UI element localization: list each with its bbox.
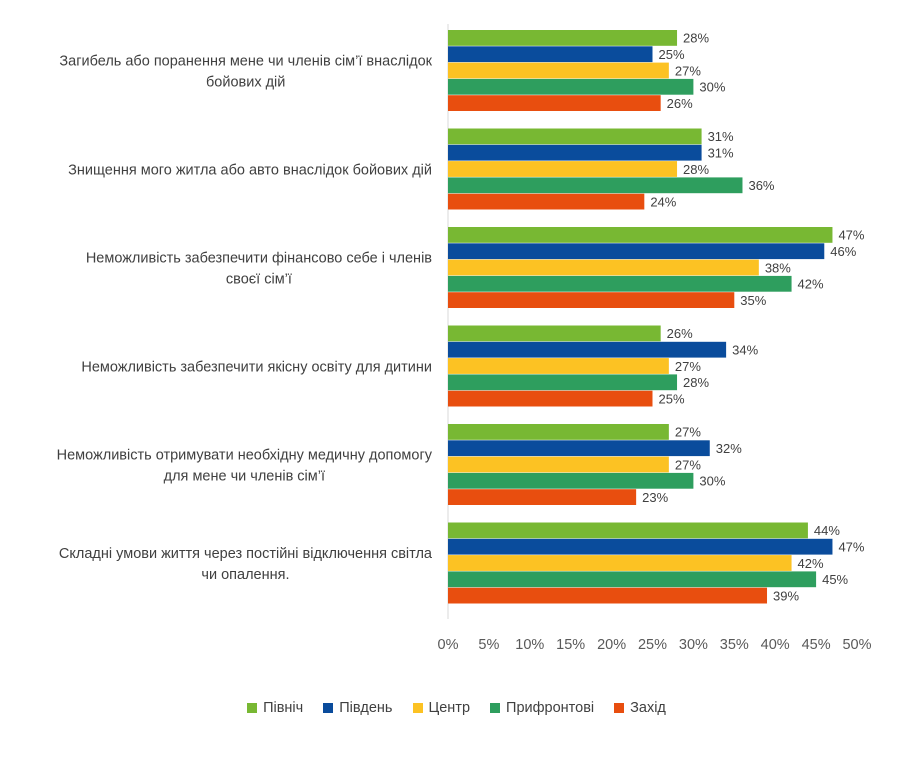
category-label: бойових дій — [206, 74, 285, 90]
category-label: Складні умови життя через постійні відкл… — [59, 546, 433, 562]
bar-chart: Загибель або поранення мене чи членів сі… — [57, 24, 872, 653]
x-tick-label: 20% — [597, 637, 626, 653]
legend-label: Північ — [263, 700, 304, 716]
bar — [448, 374, 678, 391]
bar — [448, 587, 768, 604]
legend-swatch — [490, 703, 501, 713]
legend-label: Захід — [630, 700, 666, 716]
data-label: 46% — [830, 244, 856, 259]
data-label: 30% — [699, 474, 725, 489]
data-label: 34% — [732, 342, 758, 357]
bar — [448, 489, 637, 505]
legend-item: Захід — [614, 700, 666, 716]
bar — [448, 292, 735, 308]
category-label: Знищення мого житла або авто внаслідок б… — [68, 162, 432, 178]
data-label: 47% — [838, 228, 864, 243]
category-label: Неможливість отримувати необхідну медичн… — [57, 447, 433, 463]
category-label: чи опалення. — [201, 567, 289, 583]
data-label: 26% — [667, 96, 693, 111]
category-label: своєї сім’ї — [226, 271, 292, 287]
data-label: 39% — [773, 588, 799, 603]
data-label: 24% — [650, 194, 676, 209]
data-label: 38% — [765, 260, 791, 275]
data-label: 23% — [642, 490, 668, 505]
bar — [448, 161, 678, 177]
bar — [448, 440, 710, 457]
data-label: 28% — [683, 162, 709, 177]
legend-item: Центр — [412, 700, 471, 716]
data-label: 26% — [667, 326, 693, 341]
data-label: 30% — [699, 80, 725, 95]
data-label: 35% — [740, 293, 766, 308]
bar — [448, 358, 669, 374]
bar — [448, 555, 792, 571]
data-label: 28% — [683, 31, 709, 46]
x-tick-label: 30% — [679, 637, 708, 653]
bar — [448, 30, 678, 46]
data-label: 36% — [748, 178, 774, 193]
bar — [448, 259, 759, 276]
data-label: 31% — [708, 145, 734, 160]
legend-item: Північ — [247, 700, 303, 716]
bar — [448, 78, 694, 95]
bar — [448, 522, 808, 539]
x-tick-label: 40% — [761, 637, 790, 653]
bar — [448, 341, 727, 358]
data-label: 25% — [659, 391, 685, 406]
data-label: 32% — [716, 441, 742, 456]
legend-label: Прифронтові — [506, 700, 595, 716]
legend-item: Південь — [323, 700, 393, 716]
bar — [448, 275, 792, 292]
data-label: 27% — [675, 425, 701, 440]
data-label: 27% — [675, 457, 701, 472]
bar — [448, 128, 702, 145]
bar — [448, 95, 661, 111]
bar — [448, 62, 669, 79]
bar — [448, 472, 694, 489]
legend-label: Південь — [339, 700, 393, 716]
x-tick-label: 10% — [515, 637, 544, 653]
bar — [448, 424, 669, 440]
x-tick-label: 50% — [842, 637, 871, 653]
data-label: 42% — [798, 277, 824, 292]
bar — [448, 538, 833, 555]
bar — [448, 325, 661, 342]
bar — [448, 177, 743, 194]
category-label: Неможливість забезпечити якісну освіту д… — [81, 359, 432, 375]
bar — [448, 144, 702, 161]
data-label: 45% — [822, 572, 848, 587]
bar — [448, 571, 817, 588]
legend-swatch — [247, 703, 258, 713]
data-label: 42% — [798, 556, 824, 571]
bar — [448, 227, 833, 243]
bar — [448, 193, 645, 210]
data-label: 47% — [838, 539, 864, 554]
data-label: 25% — [659, 47, 685, 62]
legend-swatch — [323, 703, 334, 713]
bar — [448, 456, 669, 473]
legend-label: Центр — [428, 700, 471, 716]
data-label: 44% — [814, 523, 840, 538]
x-tick-label: 45% — [802, 637, 831, 653]
data-label: 28% — [683, 375, 709, 390]
x-tick-label: 0% — [438, 637, 459, 653]
data-label: 27% — [675, 359, 701, 374]
legend-swatch — [412, 703, 423, 713]
legend-swatch — [614, 703, 625, 713]
bar — [448, 390, 653, 407]
x-tick-label: 5% — [478, 637, 499, 653]
legend: Північ Південь Центр Прифронтові Захід — [0, 700, 913, 716]
category-label: Неможливість забезпечити фінансово себе … — [86, 250, 432, 266]
x-tick-label: 35% — [720, 637, 749, 653]
category-label: для мене чи членів сім’ї — [164, 468, 325, 484]
bar — [448, 243, 825, 260]
category-label: Загибель або поранення мене чи членів сі… — [59, 53, 432, 69]
data-label: 31% — [708, 129, 734, 144]
data-label: 27% — [675, 63, 701, 78]
legend-item: Прифронтові — [490, 700, 594, 716]
x-tick-label: 25% — [638, 637, 667, 653]
bar — [448, 46, 653, 63]
x-tick-label: 15% — [556, 637, 585, 653]
